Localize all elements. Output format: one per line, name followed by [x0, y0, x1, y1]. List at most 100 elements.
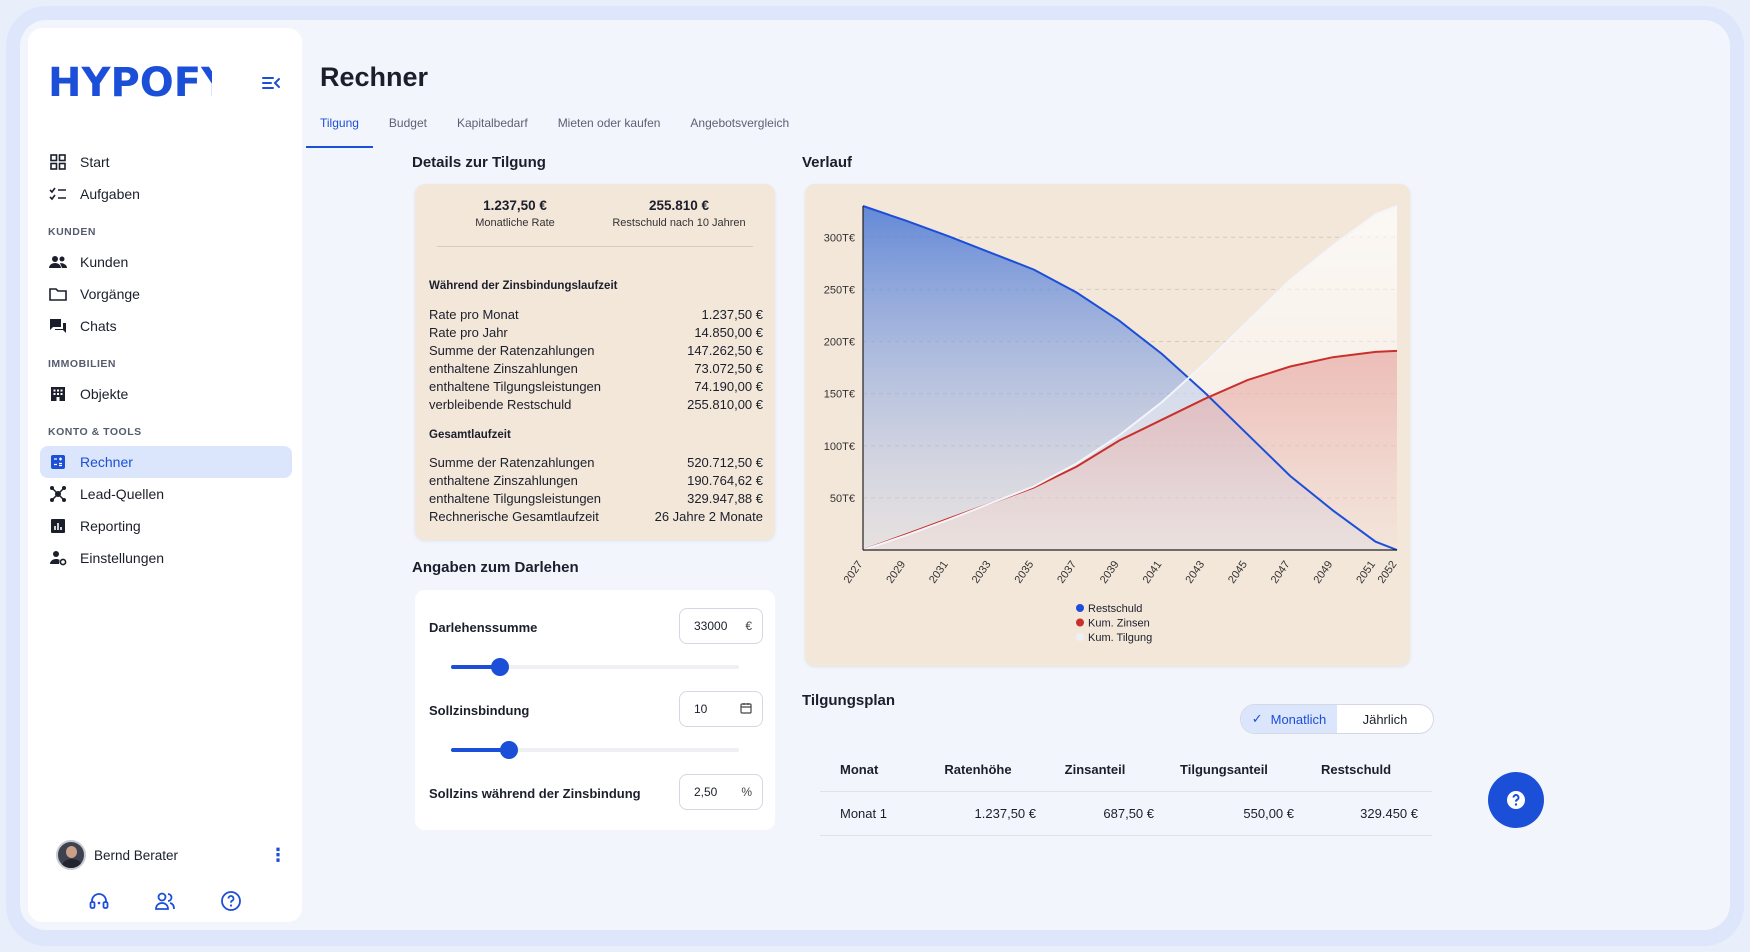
help-icon[interactable]	[220, 890, 242, 912]
table-cell: 329.450 €	[1360, 806, 1418, 821]
detail-row: Rechnerische Gesamtlaufzeit 26 Jahre 2 Mo…	[429, 509, 763, 524]
detail-label: Summe der Ratenzahlungen	[429, 455, 595, 470]
y-tick-label: 100T€	[824, 441, 855, 453]
detail-row: enthaltene Zinszahlungen 73.072,50 €	[429, 361, 763, 376]
table-cell: 550,00 €	[1243, 806, 1294, 821]
hypofy-logo: HYPOFY	[48, 60, 212, 104]
support-agent-icon[interactable]	[88, 890, 110, 912]
collapse-sidebar-icon[interactable]	[260, 72, 282, 94]
sidebar-nav: Start Aufgaben KUNDEN Kunden Vorgänge Ch…	[40, 146, 292, 574]
kpi-monthly-rate: 1.237,50 € Monatliche Rate	[415, 198, 615, 229]
sidebar-footer	[88, 890, 242, 912]
y-tick-label: 50T€	[830, 493, 855, 505]
more-options-icon[interactable]: ⋮	[269, 844, 287, 865]
detail-value: 520.712,50 €	[687, 455, 763, 470]
tab-budget[interactable]: Budget	[388, 116, 427, 130]
tab-kapitalbedarf[interactable]: Kapitalbedarf	[456, 116, 528, 130]
sidebar-item-chats[interactable]: Chats	[40, 310, 292, 342]
detail-label: Rate pro Monat	[429, 307, 519, 322]
detail-value: 26 Jahre 2 Monate	[654, 509, 763, 524]
amortization-chart: 50T€ 100T€ 150T€ 200T€ 250T€ 300T€ 2027 2029 203…	[824, 205, 1399, 644]
detail-value: 1.237,50 €	[701, 307, 763, 322]
input-value: 33000	[694, 619, 728, 633]
y-tick-label: 150T€	[824, 389, 855, 401]
divider	[437, 246, 753, 247]
detail-label: enthaltene Tilgungsleistungen	[429, 491, 602, 506]
x-tick-label: 2045	[1226, 559, 1250, 586]
field-label: Sollzinsbindung	[429, 703, 530, 718]
tab-bar: Tilgung Budget Kapitalbedarf Mieten oder…	[306, 108, 805, 148]
x-tick-label: 2037	[1055, 559, 1079, 586]
nav-section-title: KUNDEN	[48, 226, 96, 238]
chart-title: Verlauf	[802, 154, 853, 171]
app-logo[interactable]: HYPOFY	[48, 60, 212, 104]
svg-text:HYPOFY: HYPOFY	[48, 60, 212, 104]
series-area-kum-tilgung	[863, 206, 1397, 550]
column-header: Monat	[840, 762, 879, 777]
toggle-jaehrlich[interactable]: Jährlich	[1362, 711, 1408, 727]
x-tick-label: 2039	[1098, 559, 1122, 586]
sidebar-item-reporting[interactable]: Reporting	[40, 510, 292, 542]
detail-row: enthaltene Tilgungsleistungen 74.190,00 €	[429, 379, 763, 394]
tab-angebotsvergleich[interactable]: Angebotsvergleich	[690, 116, 790, 130]
sidebar-item-kunden[interactable]: Kunden	[40, 246, 292, 278]
loan-amount-slider[interactable]	[451, 658, 739, 676]
legend-label: Kum. Tilgung	[1088, 632, 1152, 644]
fixed-rate-period-input[interactable]: 10	[679, 691, 763, 727]
team-icon[interactable]	[154, 890, 176, 912]
table-cell: 1.237,50 €	[974, 806, 1036, 821]
slider-thumb[interactable]	[490, 658, 509, 676]
toggle-monatlich[interactable]: ✓ Monatlich	[1241, 705, 1337, 733]
form-title: Angaben zum Darlehen	[412, 559, 579, 576]
slider-thumb[interactable]	[499, 741, 518, 759]
sidebar-item-vorgaenge[interactable]: Vorgänge	[40, 278, 292, 310]
kpi-label: Monatliche Rate	[475, 217, 555, 229]
sidebar-item-label: Vorgänge	[80, 286, 140, 302]
fixed-rate-period-slider[interactable]	[451, 741, 739, 759]
sidebar-item-start[interactable]: Start	[40, 146, 292, 178]
kpi-value: 255.810 €	[648, 198, 710, 213]
detail-row: verbleibende Restschuld 255.810,00 €	[429, 397, 763, 412]
calendar-icon[interactable]	[740, 702, 752, 717]
sidebar-item-label: Reporting	[80, 518, 141, 534]
detail-value: 73.072,50 €	[694, 361, 763, 376]
sidebar-item-label: Kunden	[80, 254, 129, 270]
loan-amount-input[interactable]: 33000 €	[679, 608, 763, 644]
detail-value: 329.947,88 €	[687, 491, 763, 506]
detail-row: Summe der Ratenzahlungen 520.712,50 €	[429, 455, 763, 470]
tab-mieten-oder-kaufen[interactable]: Mieten oder kaufen	[557, 116, 661, 130]
building-icon	[48, 384, 68, 404]
sidebar-item-aufgaben[interactable]: Aufgaben	[40, 178, 292, 210]
x-tick-label: 2043	[1183, 559, 1207, 586]
sidebar-item-lead-quellen[interactable]: Lead-Quellen	[40, 478, 292, 510]
table-cell: Monat 1	[840, 806, 887, 821]
interest-rate-input[interactable]: 2,50 %	[679, 774, 763, 810]
detail-value: 14.850,00 €	[694, 325, 763, 340]
sidebar-item-rechner[interactable]: Rechner	[40, 446, 292, 478]
plan-title: Tilgungsplan	[802, 692, 896, 709]
input-value: 2,50	[694, 785, 718, 799]
detail-value: 74.190,00 €	[694, 379, 763, 394]
loan-form-card: Darlehenssumme 33000 € Sollzinsbindung 1…	[415, 590, 775, 830]
field-label: Darlehenssumme	[429, 620, 538, 635]
sidebar-item-label: Start	[80, 154, 110, 170]
toggle-label: Monatlich	[1270, 711, 1327, 727]
x-tick-label: 2033	[970, 559, 994, 586]
kpi-remaining-debt: 255.810 € Restschuld nach 10 Jahren	[579, 198, 779, 229]
detail-row: Summe der Ratenzahlungen 147.262,50 €	[429, 343, 763, 358]
sidebar-item-objekte[interactable]: Objekte	[40, 378, 292, 410]
network-icon	[48, 484, 68, 504]
checklist-icon	[48, 184, 68, 204]
user-profile[interactable]: Bernd Berater ⋮	[56, 840, 288, 870]
column-header: Ratenhöhe	[944, 762, 1012, 777]
euro-unit: €	[745, 619, 752, 633]
tab-tilgung[interactable]: Tilgung	[306, 108, 373, 148]
main-content: Rechner Tilgung Budget Kapitalbedarf Mie…	[302, 20, 1730, 930]
column-header: Tilgungsanteil	[1180, 762, 1268, 777]
help-fab-button[interactable]	[1488, 772, 1544, 828]
table-cell: 687,50 €	[1103, 806, 1154, 821]
sidebar-item-label: Objekte	[80, 386, 129, 402]
detail-label: Summe der Ratenzahlungen	[429, 343, 595, 358]
detail-value: 147.262,50 €	[687, 343, 763, 358]
sidebar-item-einstellungen[interactable]: Einstellungen	[40, 542, 292, 574]
